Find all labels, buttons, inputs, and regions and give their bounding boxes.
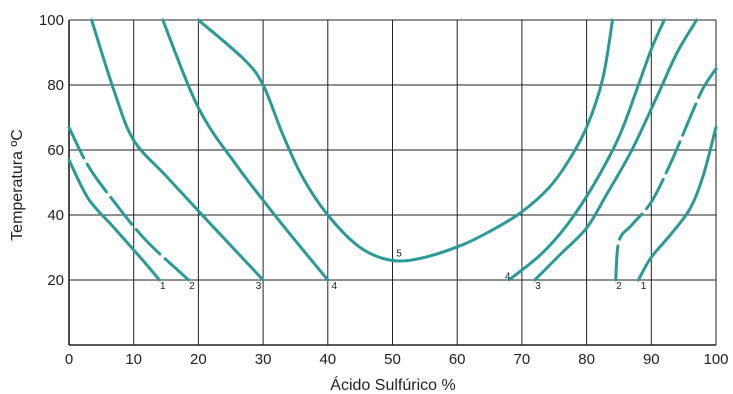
x-tick-labels: 0 10 20 30 40 50 60 70 80 90 100 [65,351,729,368]
curve-label-5: 5 [396,249,402,260]
y-tick-label: 100 [39,12,64,29]
y-axis-label: Temperatura ºC [9,129,26,241]
curve-2-line [614,67,718,282]
curve-label-4: 4 [505,271,511,282]
curve-2-line [67,125,191,282]
curve-labels: 1 2 3 4 5 4 3 2 1 [160,249,647,293]
curve-1-line [67,158,162,282]
x-tick-label: 10 [125,351,142,368]
x-tick-label: 40 [319,351,336,368]
y-tick-label: 80 [47,77,64,94]
x-tick-label: 70 [514,351,531,368]
curve-label-2: 2 [616,281,622,292]
x-tick-label: 50 [384,351,401,368]
curve-label-3: 3 [535,281,541,292]
curve-label-1: 1 [160,281,166,292]
curve-label-2: 2 [189,281,195,292]
curve-label-4: 4 [331,281,337,292]
y-tick-labels: 20 40 60 80 100 [39,12,64,289]
curve-label-3: 3 [256,281,262,292]
curve-4-line [161,18,330,282]
curve-5-line [196,18,614,263]
x-tick-label: 0 [65,351,73,368]
x-tick-label: 20 [190,351,207,368]
x-tick-label: 80 [578,351,595,368]
grid [68,19,717,346]
curve-3-line [90,18,265,282]
curve-4-line [507,18,666,282]
y-tick-label: 40 [47,207,64,224]
curve-3-line [533,18,699,282]
curve-label-1: 1 [641,281,647,292]
x-tick-label: 60 [449,351,466,368]
curves [67,18,718,282]
x-tick-label: 100 [703,351,728,368]
curve-1-line [636,125,718,282]
x-axis-label: Ácido Sulfúrico % [330,375,455,394]
y-tick-label: 60 [47,142,64,159]
x-tick-label: 30 [255,351,272,368]
y-tick-label: 20 [47,272,64,289]
x-tick-label: 90 [643,351,660,368]
